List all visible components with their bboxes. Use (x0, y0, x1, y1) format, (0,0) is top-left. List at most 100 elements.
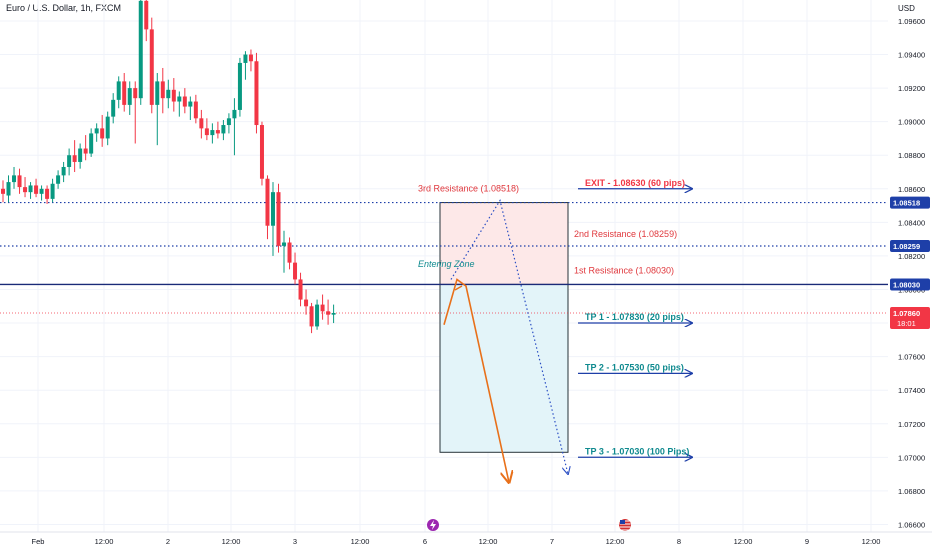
labels-layer: 3rd Resistance (1.08518) 2nd Resistance (… (418, 178, 692, 458)
candle-body (243, 54, 248, 63)
candle-body (149, 29, 154, 105)
candle (83, 135, 88, 161)
candle (293, 252, 298, 285)
candle-body (72, 155, 77, 162)
candle-body (12, 175, 17, 183)
target-label: EXIT - 1.08630 (60 pips) (585, 178, 685, 188)
y-tick-label: 1.09200 (898, 84, 925, 93)
x-tick-label: 12:00 (862, 537, 881, 546)
candle (1, 180, 5, 203)
candle (287, 237, 292, 270)
candle (259, 121, 264, 186)
x-tick-label: 12:00 (734, 537, 753, 546)
currency-label: USD (898, 4, 915, 13)
lightning-icon-glyph (430, 520, 436, 530)
candle-body (61, 166, 66, 176)
candle-body (287, 242, 292, 263)
candle (221, 119, 226, 141)
candle-body (326, 311, 331, 315)
candle-body (254, 61, 259, 126)
candle-body (67, 155, 72, 167)
y-tick-label: 1.09400 (898, 51, 925, 60)
projection-dotted-arrow (450, 199, 568, 475)
candle (232, 98, 237, 156)
candle (326, 299, 331, 325)
candle-body (6, 182, 11, 196)
candle-body (276, 192, 281, 246)
candle (237, 57, 242, 117)
candle (248, 49, 253, 72)
price-axis-bg (888, 0, 932, 550)
candle-body (50, 183, 55, 199)
candle (17, 168, 22, 194)
candle (276, 183, 281, 253)
target-label: TP 2 - 1.07530 (50 pips) (585, 362, 684, 372)
candle-body (177, 96, 182, 102)
candle (28, 182, 33, 199)
candle-body (259, 125, 264, 179)
y-tick-label: 1.08400 (898, 218, 925, 227)
candle-body (331, 312, 336, 315)
current-price-text: 1.07860 (893, 309, 920, 318)
zones-layer (439, 202, 569, 453)
countdown-text: 18:01 (897, 319, 916, 328)
lightning-icon (427, 519, 439, 531)
candle (116, 76, 121, 109)
candle-body (282, 242, 287, 246)
y-tick-label: 1.06800 (898, 487, 925, 496)
resistance-label: 1st Resistance (1.08030) (574, 265, 674, 275)
candle-body (188, 101, 193, 107)
candle-body (1, 188, 5, 194)
candle (78, 143, 83, 169)
candle-body (199, 118, 204, 129)
candle (127, 81, 132, 115)
y-tick-label: 1.06600 (898, 520, 925, 529)
candle (226, 113, 231, 134)
candle-body (56, 175, 61, 184)
candle (144, 0, 149, 42)
candle (12, 166, 17, 189)
candle (67, 148, 72, 176)
candle (282, 230, 287, 273)
resistance-zone (439, 202, 569, 285)
badge-bg (890, 278, 930, 291)
candle-body (39, 188, 44, 194)
y-tick-label: 1.07400 (898, 386, 925, 395)
y-tick-label: 1.08200 (898, 252, 925, 261)
candle (331, 304, 336, 324)
candle (45, 185, 50, 204)
candle-body (89, 133, 94, 154)
candle-body (193, 101, 198, 119)
y-tick-label: 1.07200 (898, 420, 925, 429)
candle (149, 17, 154, 114)
candle-body (232, 109, 237, 119)
candle-body (215, 130, 220, 134)
candle-body (100, 128, 105, 139)
candle-body (221, 125, 226, 134)
y-tick-label: 1.07600 (898, 353, 925, 362)
x-tick-label: 12:00 (351, 537, 370, 546)
x-tick-label: 12:00 (479, 537, 498, 546)
candle-body (94, 128, 99, 134)
level-price-badge: 1.08518 (890, 196, 930, 209)
candle (61, 161, 66, 183)
candle-body (23, 187, 28, 193)
x-tick-label: 8 (677, 537, 681, 546)
candle-body (182, 96, 187, 107)
candle-body (160, 81, 165, 99)
chart-title: Euro / U.S. Dollar, 1h, FXCM (6, 3, 122, 13)
candle (34, 178, 39, 198)
candle (6, 175, 11, 203)
target-label: TP 1 - 1.07830 (20 pips) (585, 312, 684, 322)
y-tick-label: 1.08800 (898, 151, 925, 160)
candle-body (298, 279, 303, 300)
time-axis-bg (0, 532, 932, 550)
candle (138, 0, 143, 105)
entering-zone-label: Entering Zone (418, 259, 475, 269)
candle-body (78, 148, 83, 162)
projection-solid-tick (454, 285, 463, 291)
candle (111, 93, 116, 124)
target-label: TP 3 - 1.07030 (100 Pips) (585, 446, 689, 456)
